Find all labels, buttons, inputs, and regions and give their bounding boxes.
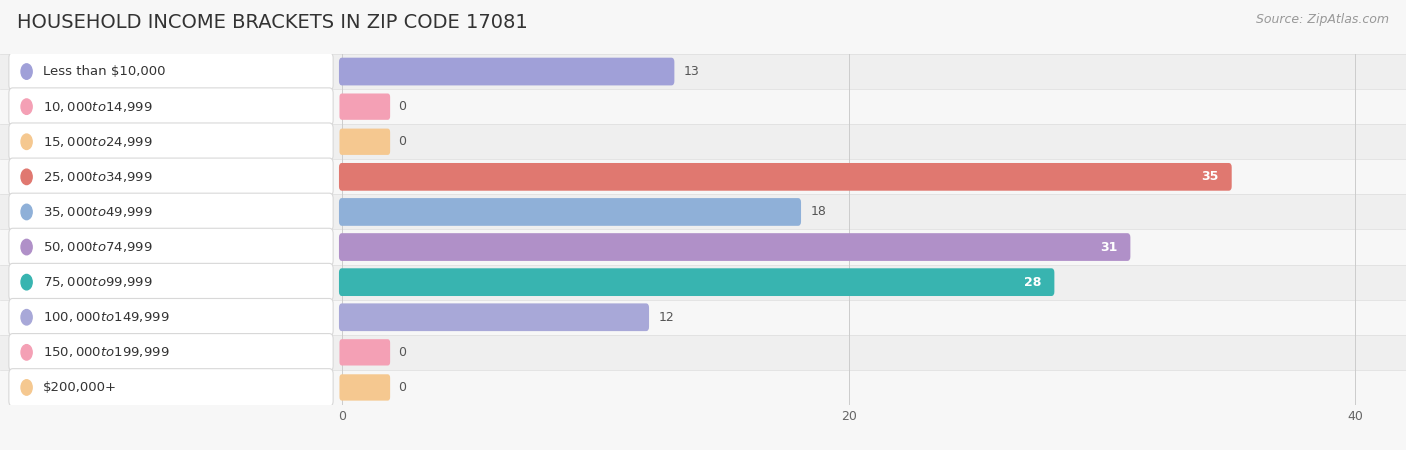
FancyBboxPatch shape: [339, 198, 801, 226]
FancyBboxPatch shape: [8, 333, 333, 371]
Circle shape: [21, 239, 32, 255]
FancyBboxPatch shape: [339, 94, 389, 120]
Circle shape: [21, 204, 32, 220]
Text: 0: 0: [398, 135, 406, 148]
Circle shape: [21, 274, 32, 290]
FancyBboxPatch shape: [339, 163, 1232, 191]
Text: 0: 0: [398, 100, 406, 113]
FancyBboxPatch shape: [8, 88, 333, 126]
FancyBboxPatch shape: [8, 263, 333, 301]
FancyBboxPatch shape: [0, 194, 1406, 230]
FancyBboxPatch shape: [0, 54, 1406, 89]
Text: $50,000 to $74,999: $50,000 to $74,999: [44, 240, 153, 254]
FancyBboxPatch shape: [339, 374, 389, 400]
FancyBboxPatch shape: [339, 303, 650, 331]
Circle shape: [21, 169, 32, 184]
FancyBboxPatch shape: [8, 298, 333, 336]
FancyBboxPatch shape: [0, 159, 1406, 194]
Circle shape: [21, 380, 32, 395]
FancyBboxPatch shape: [339, 129, 389, 155]
FancyBboxPatch shape: [0, 265, 1406, 300]
Circle shape: [21, 99, 32, 114]
Text: 28: 28: [1024, 276, 1042, 288]
Text: 13: 13: [683, 65, 700, 78]
Text: 31: 31: [1099, 241, 1118, 253]
FancyBboxPatch shape: [8, 123, 333, 161]
FancyBboxPatch shape: [8, 228, 333, 266]
FancyBboxPatch shape: [0, 300, 1406, 335]
Text: 0: 0: [398, 381, 406, 394]
Text: $75,000 to $99,999: $75,000 to $99,999: [44, 275, 153, 289]
FancyBboxPatch shape: [8, 369, 333, 406]
Circle shape: [21, 345, 32, 360]
Text: 35: 35: [1201, 171, 1219, 183]
Text: 0: 0: [398, 346, 406, 359]
FancyBboxPatch shape: [0, 124, 1406, 159]
FancyBboxPatch shape: [339, 339, 389, 365]
Text: Less than $10,000: Less than $10,000: [44, 65, 166, 78]
Text: $150,000 to $199,999: $150,000 to $199,999: [44, 345, 170, 360]
Circle shape: [21, 64, 32, 79]
Text: $200,000+: $200,000+: [44, 381, 117, 394]
FancyBboxPatch shape: [0, 230, 1406, 265]
Text: 12: 12: [658, 311, 675, 324]
FancyBboxPatch shape: [0, 370, 1406, 405]
FancyBboxPatch shape: [339, 58, 675, 86]
Text: $100,000 to $149,999: $100,000 to $149,999: [44, 310, 170, 324]
Circle shape: [21, 310, 32, 325]
Text: $10,000 to $14,999: $10,000 to $14,999: [44, 99, 153, 114]
Circle shape: [21, 134, 32, 149]
Text: 18: 18: [811, 206, 827, 218]
Text: $35,000 to $49,999: $35,000 to $49,999: [44, 205, 153, 219]
FancyBboxPatch shape: [339, 268, 1054, 296]
FancyBboxPatch shape: [0, 335, 1406, 370]
Text: $25,000 to $34,999: $25,000 to $34,999: [44, 170, 153, 184]
FancyBboxPatch shape: [8, 193, 333, 231]
FancyBboxPatch shape: [8, 53, 333, 90]
FancyBboxPatch shape: [339, 233, 1130, 261]
Text: $15,000 to $24,999: $15,000 to $24,999: [44, 135, 153, 149]
Text: Source: ZipAtlas.com: Source: ZipAtlas.com: [1256, 14, 1389, 27]
FancyBboxPatch shape: [8, 158, 333, 196]
Text: HOUSEHOLD INCOME BRACKETS IN ZIP CODE 17081: HOUSEHOLD INCOME BRACKETS IN ZIP CODE 17…: [17, 14, 527, 32]
FancyBboxPatch shape: [0, 89, 1406, 124]
